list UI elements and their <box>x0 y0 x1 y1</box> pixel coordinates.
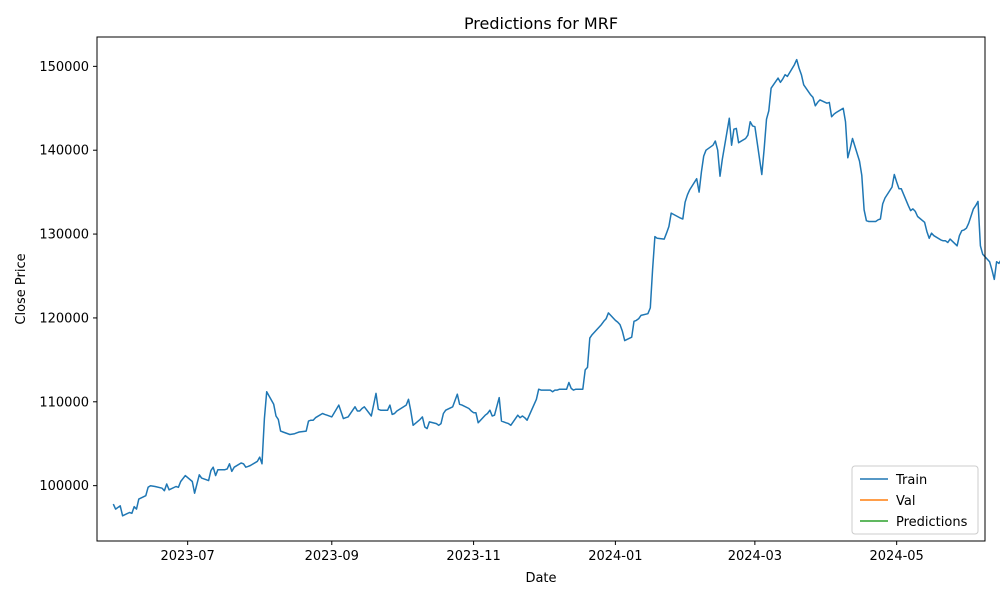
x-axis-label: Date <box>525 571 556 586</box>
y-tick-label: 130000 <box>39 228 89 243</box>
y-tick-label: 100000 <box>39 479 89 494</box>
x-axis-ticks: 2023-07 2023-09 2023-11 2024-01 2024-03 2024-… <box>160 541 924 564</box>
y-axis-label: Close Price <box>14 253 29 324</box>
x-tick-label: 2024-05 <box>870 549 924 564</box>
y-axis-ticks: 100000 110000 120000 130000 140000 150000 <box>39 60 97 494</box>
chart-title: Predictions for MRF <box>464 14 618 33</box>
plot-frame <box>96 36 986 542</box>
y-tick-label: 120000 <box>39 311 89 326</box>
y-tick-label: 110000 <box>39 395 89 410</box>
x-tick-label: 2023-11 <box>446 549 500 564</box>
legend-label-predictions: Predictions <box>896 515 968 530</box>
x-tick-label: 2023-09 <box>305 549 359 564</box>
x-tick-label: 2024-01 <box>588 549 642 564</box>
series-line-train <box>112 58 1000 517</box>
legend-label-train: Train <box>895 473 927 488</box>
legend: Train Val Predictions <box>851 465 979 535</box>
y-tick-label: 140000 <box>39 144 89 159</box>
x-tick-label: 2024-03 <box>728 549 782 564</box>
y-tick-label: 150000 <box>39 60 89 75</box>
x-tick-label: 2023-07 <box>160 549 214 564</box>
legend-frame <box>851 465 979 535</box>
series-layer <box>112 58 1000 517</box>
legend-label-val: Val <box>896 494 915 509</box>
